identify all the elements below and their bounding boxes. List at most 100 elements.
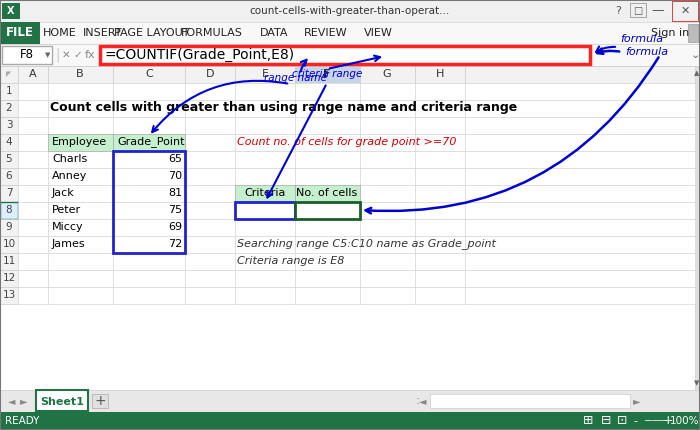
FancyBboxPatch shape (2, 46, 52, 64)
FancyBboxPatch shape (113, 287, 185, 304)
FancyBboxPatch shape (415, 151, 465, 168)
FancyBboxPatch shape (18, 83, 48, 100)
FancyBboxPatch shape (0, 168, 18, 185)
FancyBboxPatch shape (295, 185, 360, 202)
Text: B: B (76, 69, 84, 79)
FancyBboxPatch shape (465, 168, 695, 185)
Text: :: : (416, 394, 420, 408)
FancyBboxPatch shape (0, 22, 700, 44)
Text: ◄: ◄ (8, 396, 15, 406)
Text: FILE: FILE (6, 27, 34, 40)
Text: ⊟: ⊟ (601, 415, 611, 427)
Text: ⊡: ⊡ (617, 415, 627, 427)
FancyBboxPatch shape (415, 287, 465, 304)
FancyBboxPatch shape (185, 202, 235, 219)
Text: 70: 70 (168, 171, 182, 181)
Text: C: C (145, 69, 153, 79)
Text: Jack: Jack (52, 188, 75, 198)
FancyBboxPatch shape (0, 236, 18, 253)
Text: F8: F8 (20, 49, 34, 61)
Text: D: D (206, 69, 214, 79)
FancyBboxPatch shape (235, 270, 295, 287)
FancyBboxPatch shape (0, 253, 18, 270)
FancyBboxPatch shape (360, 168, 415, 185)
FancyBboxPatch shape (415, 83, 465, 100)
FancyBboxPatch shape (48, 236, 113, 253)
Text: -: - (633, 416, 637, 426)
FancyBboxPatch shape (0, 100, 18, 117)
Text: ✕: ✕ (62, 50, 71, 60)
FancyBboxPatch shape (415, 253, 465, 270)
Text: ◄: ◄ (419, 396, 427, 406)
FancyBboxPatch shape (0, 151, 18, 168)
FancyBboxPatch shape (465, 117, 695, 134)
FancyBboxPatch shape (48, 117, 113, 134)
FancyBboxPatch shape (415, 185, 465, 202)
Text: ◤: ◤ (6, 71, 12, 77)
FancyBboxPatch shape (18, 117, 48, 134)
FancyBboxPatch shape (36, 390, 88, 412)
FancyBboxPatch shape (235, 219, 295, 236)
FancyBboxPatch shape (185, 270, 235, 287)
Text: Charls: Charls (52, 154, 88, 164)
Text: 75: 75 (168, 205, 182, 215)
Text: ✕: ✕ (680, 6, 690, 16)
FancyBboxPatch shape (235, 83, 295, 100)
FancyBboxPatch shape (415, 236, 465, 253)
FancyBboxPatch shape (465, 83, 695, 100)
FancyBboxPatch shape (113, 100, 185, 117)
Text: VIEW: VIEW (363, 28, 393, 38)
FancyBboxPatch shape (48, 83, 113, 100)
FancyBboxPatch shape (48, 66, 113, 83)
FancyBboxPatch shape (295, 100, 360, 117)
Text: INSERT: INSERT (83, 28, 122, 38)
FancyBboxPatch shape (235, 185, 295, 202)
FancyBboxPatch shape (18, 100, 48, 117)
FancyBboxPatch shape (92, 394, 108, 408)
FancyBboxPatch shape (295, 202, 360, 219)
Text: Count cells with greater than using range name and criteria range: Count cells with greater than using rang… (50, 101, 517, 114)
Text: +: + (663, 415, 673, 427)
FancyBboxPatch shape (185, 253, 235, 270)
FancyBboxPatch shape (235, 236, 295, 253)
Text: 9: 9 (6, 222, 13, 232)
Text: Sign in: Sign in (651, 28, 689, 38)
Text: Sheet1: Sheet1 (40, 397, 84, 407)
FancyBboxPatch shape (113, 185, 185, 202)
FancyBboxPatch shape (113, 151, 185, 168)
Text: Searching range C5:C10 name as Grade_point: Searching range C5:C10 name as Grade_poi… (237, 239, 496, 249)
Text: formula: formula (625, 47, 668, 57)
FancyBboxPatch shape (235, 117, 295, 134)
Text: 2: 2 (6, 103, 13, 113)
Text: 4: 4 (6, 137, 13, 147)
FancyBboxPatch shape (185, 83, 235, 100)
FancyBboxPatch shape (185, 66, 235, 83)
FancyBboxPatch shape (18, 236, 48, 253)
Text: ▼: ▼ (694, 380, 700, 386)
FancyBboxPatch shape (465, 202, 695, 219)
FancyBboxPatch shape (360, 287, 415, 304)
FancyBboxPatch shape (0, 287, 18, 304)
FancyBboxPatch shape (0, 134, 18, 151)
Text: 7: 7 (6, 188, 13, 198)
FancyBboxPatch shape (235, 202, 295, 219)
Text: |: | (56, 48, 60, 62)
FancyBboxPatch shape (0, 270, 18, 287)
FancyBboxPatch shape (415, 66, 465, 83)
FancyBboxPatch shape (688, 24, 698, 42)
FancyBboxPatch shape (113, 219, 185, 236)
FancyBboxPatch shape (185, 151, 235, 168)
FancyBboxPatch shape (415, 134, 465, 151)
Text: 100%: 100% (671, 416, 700, 426)
FancyBboxPatch shape (48, 185, 113, 202)
FancyBboxPatch shape (113, 270, 185, 287)
FancyBboxPatch shape (295, 66, 360, 83)
Text: HOME: HOME (43, 28, 77, 38)
FancyBboxPatch shape (0, 412, 700, 430)
FancyBboxPatch shape (0, 66, 18, 83)
FancyBboxPatch shape (360, 83, 415, 100)
FancyBboxPatch shape (185, 134, 235, 151)
Text: 4: 4 (350, 205, 357, 215)
FancyBboxPatch shape (295, 151, 360, 168)
Text: fx: fx (85, 50, 95, 60)
